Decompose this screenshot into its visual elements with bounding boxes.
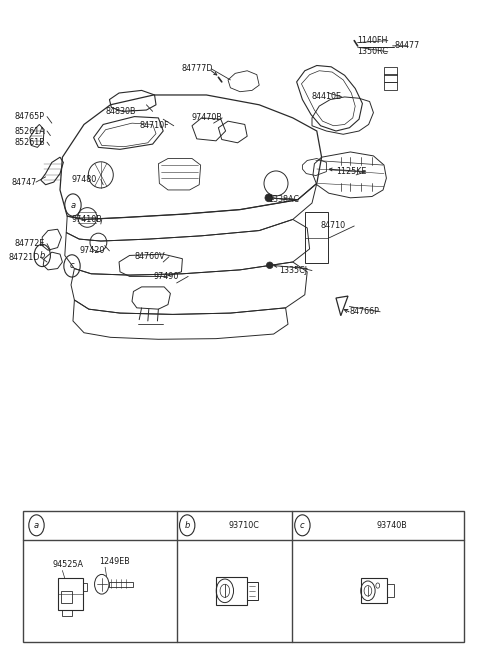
Text: 84721D: 84721D [9,253,40,262]
Text: 1338AC: 1338AC [268,195,299,204]
Bar [23,511,464,642]
Text: 97490: 97490 [154,272,179,281]
Text: b: b [184,521,190,530]
Ellipse shape [266,262,273,269]
Text: b: b [39,251,45,260]
Text: 1335CJ: 1335CJ [279,266,307,275]
Text: 84777D: 84777D [181,64,213,73]
Bar [384,67,397,75]
Bar [361,578,387,603]
Text: 84766P: 84766P [349,307,379,316]
Text: a: a [71,200,75,210]
Text: 93740B: 93740B [377,521,408,530]
Text: c: c [300,521,305,530]
Text: 84760V: 84760V [134,252,165,261]
Text: 97480: 97480 [71,175,96,184]
Bar [248,582,258,600]
Text: 84765P: 84765P [14,112,44,121]
Bar [58,578,83,610]
Ellipse shape [265,194,273,202]
Bar [109,582,133,587]
Text: a: a [34,521,39,530]
Text: 97410B: 97410B [71,215,102,224]
Bar [384,74,397,82]
Text: 97420: 97420 [79,246,105,255]
Bar [387,584,395,597]
Text: 84710: 84710 [321,221,346,231]
Text: 85261A: 85261A [14,126,45,136]
Bar [216,577,248,605]
Bar [62,610,72,616]
Bar [61,591,72,603]
Text: 1125KE: 1125KE [336,167,366,176]
Text: c: c [70,261,74,271]
Text: 1140FH: 1140FH [358,36,388,45]
Text: 84772E: 84772E [14,239,45,248]
Bar [305,212,328,263]
Bar [83,583,87,591]
Text: 84710F: 84710F [139,121,169,130]
Text: 1249EB: 1249EB [99,557,130,566]
Bar [384,82,397,90]
Text: 1350RC: 1350RC [358,47,388,56]
Text: 84477: 84477 [395,41,420,50]
Text: 84747: 84747 [12,178,37,187]
Text: 97470B: 97470B [192,113,223,122]
Text: 94525A: 94525A [53,559,84,569]
Text: 84410E: 84410E [312,92,342,102]
Text: 84830B: 84830B [106,107,136,116]
Text: 93710C: 93710C [228,521,259,530]
Text: 85261B: 85261B [14,138,45,147]
